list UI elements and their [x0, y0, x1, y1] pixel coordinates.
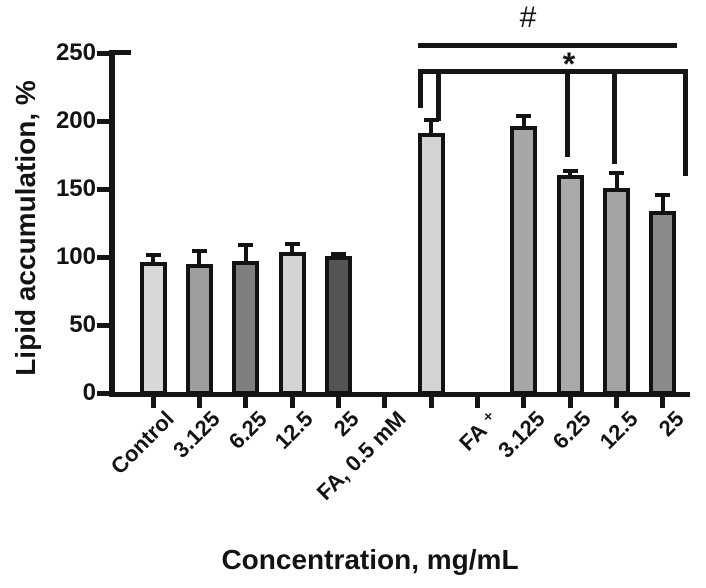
- y-axis-tick: [97, 186, 109, 192]
- y-tick-label: 250: [55, 39, 96, 66]
- y-axis-line: [109, 50, 115, 397]
- error-bar-stem: [614, 171, 619, 196]
- x-axis-tick: [150, 396, 156, 408]
- x-axis-tick: [521, 396, 527, 408]
- x-axis-tick: [567, 396, 573, 408]
- error-bar-cap: [284, 242, 300, 247]
- star-bracket-drop-left-end: [418, 69, 423, 108]
- x-axis-title: Concentration, mg/mL: [221, 544, 519, 575]
- star-bracket-drop-6-25: [565, 69, 570, 157]
- x-axis-tick: [335, 396, 341, 408]
- y-axis-top-cap: [109, 50, 131, 55]
- error-bar-stem: [521, 114, 526, 135]
- error-bar-cap: [145, 252, 161, 257]
- bar-slot-11: [603, 187, 631, 395]
- error-bar-cap: [330, 251, 346, 256]
- y-axis-tick: [97, 254, 109, 260]
- bar-slot-12: [649, 210, 677, 395]
- y-tick-label: 50: [69, 311, 96, 338]
- bar-slot-1: [139, 262, 167, 395]
- x-axis-tick: [660, 396, 666, 408]
- y-axis-tick: [97, 322, 109, 328]
- x-axis-tick: [614, 396, 620, 408]
- x-axis-tick: [243, 396, 249, 408]
- error-bar-stem: [429, 118, 434, 142]
- y-tick-label: 200: [55, 107, 96, 134]
- error-bar-stem: [197, 248, 202, 272]
- bar-slot-7: [417, 133, 445, 395]
- error-bar-cap: [423, 118, 439, 123]
- x-axis-tick: [289, 396, 295, 408]
- error-bar-cap: [238, 243, 254, 248]
- bar-slot-9: [510, 126, 538, 395]
- error-bar-stem: [290, 242, 295, 260]
- y-tick-label: 0: [82, 379, 96, 406]
- star-bracket-drop-right-end: [683, 69, 688, 176]
- star-bracket-drop-12-5: [612, 69, 617, 164]
- bar-slot-4: [278, 251, 306, 395]
- bar-slot-2: [185, 263, 213, 395]
- star-bracket-drop-fa-bar: [436, 69, 441, 121]
- star-bracket-horizontal: [418, 69, 688, 74]
- hash-significance-line: [418, 43, 677, 48]
- error-bar-cap: [609, 171, 625, 176]
- y-axis-tick: [97, 118, 109, 124]
- error-bar-stem: [660, 193, 665, 219]
- y-tick-label: 100: [55, 243, 96, 270]
- x-axis-line: [109, 392, 690, 397]
- error-bar-cap: [191, 248, 207, 253]
- y-axis-tick: [97, 50, 109, 56]
- error-bar-cap: [562, 168, 578, 173]
- x-axis-tick: [196, 396, 202, 408]
- y-axis-tick: [97, 390, 109, 396]
- x-axis-tick: [475, 396, 481, 408]
- bar-slot-10: [556, 175, 584, 395]
- hash-significance-symbol: #: [519, 1, 537, 34]
- x-axis-tick: [382, 396, 388, 408]
- y-tick-label: 150: [55, 175, 96, 202]
- bar-slot-3: [232, 261, 260, 395]
- error-bar-cap: [655, 193, 671, 198]
- x-axis-tick: [428, 396, 434, 408]
- bar-slot-5: [324, 255, 352, 395]
- error-bar-cap: [516, 114, 532, 119]
- error-bar-stem: [243, 243, 248, 270]
- error-bar-stem: [151, 252, 155, 271]
